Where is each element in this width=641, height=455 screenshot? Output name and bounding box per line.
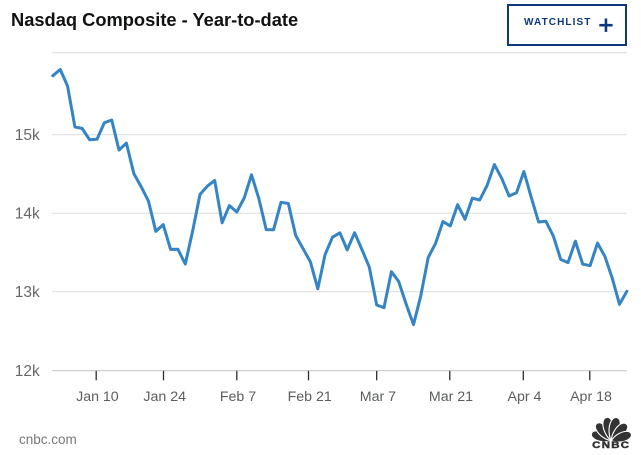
svg-text:15k: 15k: [15, 127, 40, 144]
svg-text:Jan 10: Jan 10: [76, 389, 119, 405]
svg-text:Mar 7: Mar 7: [360, 389, 396, 405]
svg-text:12k: 12k: [15, 363, 40, 380]
svg-text:13k: 13k: [15, 284, 40, 301]
svg-text:CNBC: CNBC: [592, 441, 630, 451]
svg-text:Apr 18: Apr 18: [570, 389, 612, 405]
svg-text:14k: 14k: [15, 206, 40, 223]
svg-text:Feb 21: Feb 21: [288, 389, 332, 405]
svg-text:Apr 4: Apr 4: [508, 389, 542, 405]
svg-text:Mar 21: Mar 21: [429, 389, 473, 405]
svg-text:Jan 24: Jan 24: [143, 389, 186, 405]
svg-text:Feb 7: Feb 7: [220, 389, 256, 405]
